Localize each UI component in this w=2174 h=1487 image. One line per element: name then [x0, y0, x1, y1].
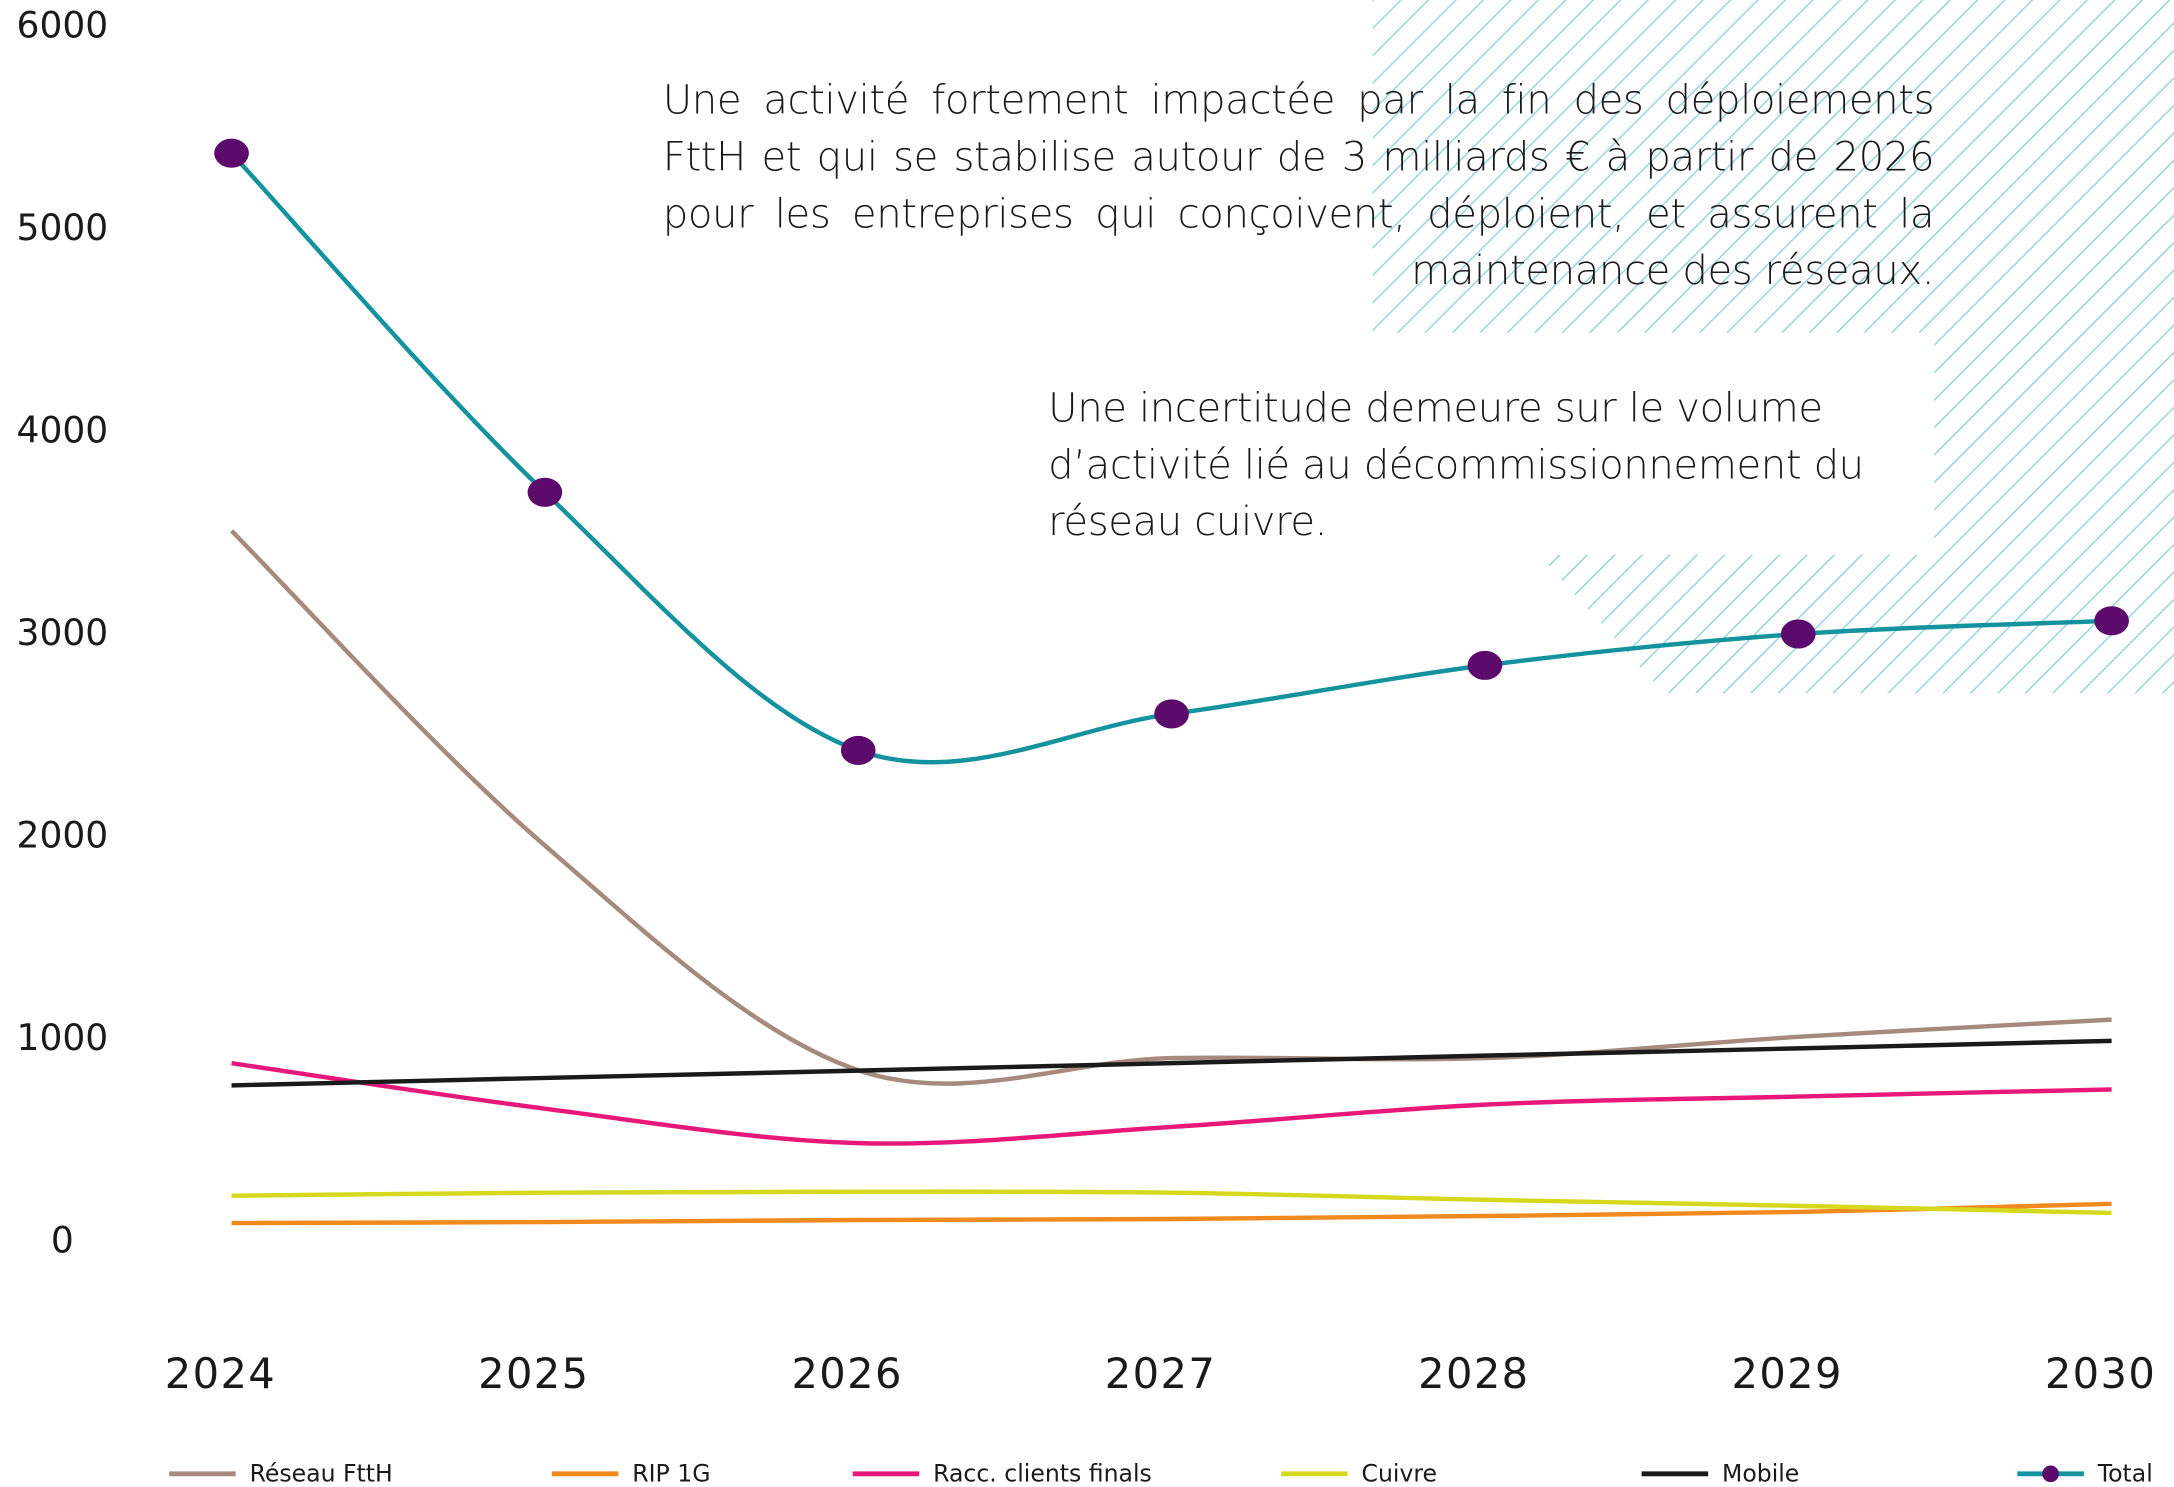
y-tick-label: 6000 — [17, 6, 109, 47]
y-tick-label: 5000 — [17, 208, 109, 249]
series-line — [231, 1201, 2112, 1226]
annotation: Une incertitude demeure sur le volume d’… — [1048, 384, 1864, 545]
x-tick-label: 2029 — [1731, 1349, 1842, 1398]
hatch-area — [1372, 0, 2174, 694]
marker — [527, 477, 563, 507]
marker — [2094, 606, 2129, 636]
y-tick-label: 4000 — [17, 411, 109, 452]
x-tick-label: 2025 — [478, 1349, 589, 1398]
annotation-box: Une activité fortement impactée par la f… — [662, 76, 1935, 294]
marker — [840, 735, 876, 765]
series-line — [231, 1038, 2112, 1088]
legend-label: RIP 1G — [632, 1460, 710, 1487]
marker — [1154, 699, 1189, 729]
annotation-box: Une incertitude demeure sur le volume d’… — [1048, 384, 1864, 545]
legend-label: Racc. clients finals — [933, 1460, 1152, 1487]
marker — [1467, 650, 1503, 680]
annotation: Une activité fortement impactée par la f… — [662, 76, 1935, 294]
marker — [214, 138, 249, 168]
x-tick-label: 2026 — [791, 1349, 902, 1398]
y-tick-label: 3000 — [17, 613, 109, 654]
x-tick-label: 2028 — [1418, 1349, 1529, 1398]
legend-label: Cuivre — [1362, 1460, 1438, 1487]
y-tick-label: 2000 — [17, 815, 109, 856]
series-line — [229, 529, 2112, 1086]
legend-marker — [2042, 1465, 2059, 1483]
legend-label: Total — [2097, 1460, 2153, 1487]
series-line — [231, 1189, 2112, 1216]
x-tick-label: 2030 — [2045, 1349, 2156, 1398]
legend-label: Mobile — [1722, 1460, 1799, 1487]
y-tick-label: 0 — [51, 1220, 74, 1261]
marker — [1780, 619, 1816, 649]
series-line — [231, 1060, 2112, 1146]
x-tick-label: 2024 — [165, 1349, 276, 1398]
y-tick-label: 1000 — [17, 1018, 109, 1059]
x-tick-label: 2027 — [1105, 1349, 1216, 1398]
legend-label: Réseau FttH — [250, 1460, 393, 1487]
